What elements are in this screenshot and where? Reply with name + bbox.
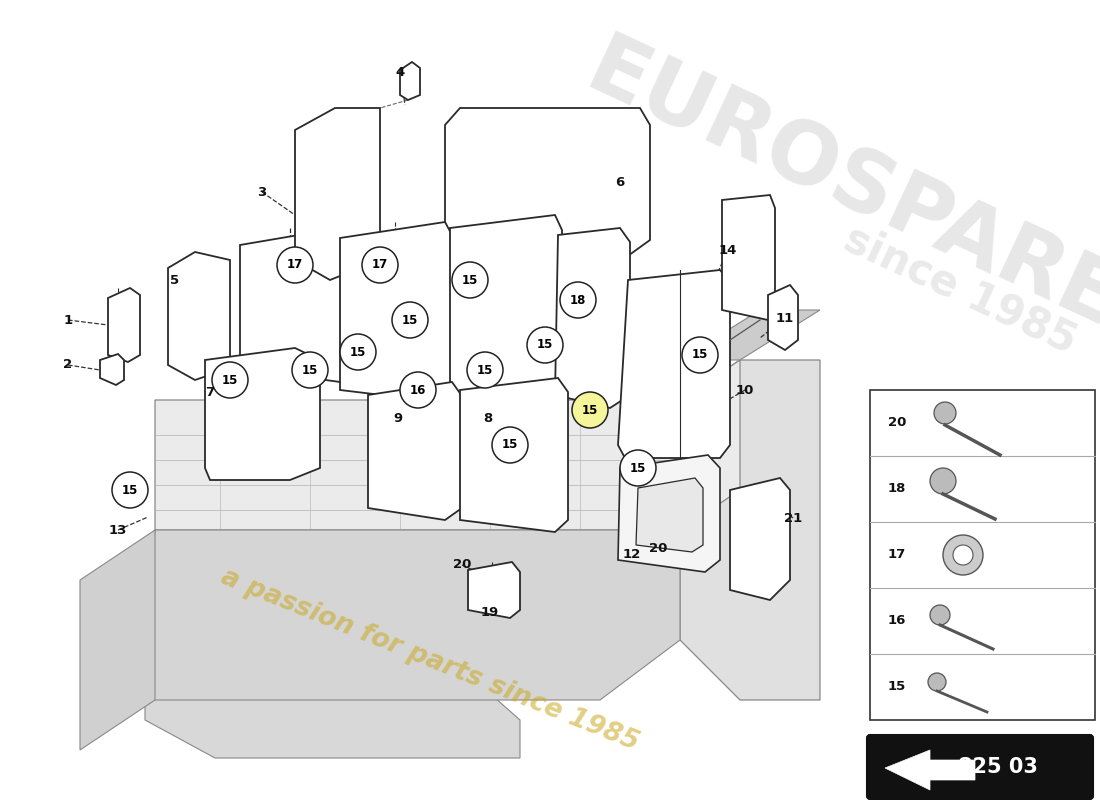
Polygon shape xyxy=(100,354,124,385)
Polygon shape xyxy=(450,215,562,435)
Text: 20: 20 xyxy=(888,417,906,430)
Circle shape xyxy=(277,247,313,283)
Text: 15: 15 xyxy=(692,349,708,362)
Circle shape xyxy=(934,402,956,424)
Text: 5: 5 xyxy=(170,274,179,286)
Circle shape xyxy=(930,605,950,625)
Circle shape xyxy=(560,282,596,318)
Text: 3: 3 xyxy=(257,186,266,198)
Text: 8: 8 xyxy=(483,411,493,425)
Text: 19: 19 xyxy=(481,606,499,618)
Polygon shape xyxy=(205,348,320,480)
Circle shape xyxy=(527,327,563,363)
Polygon shape xyxy=(722,195,776,320)
Text: 15: 15 xyxy=(122,483,139,497)
Circle shape xyxy=(953,545,974,565)
Text: 4: 4 xyxy=(395,66,405,78)
Text: 18: 18 xyxy=(570,294,586,306)
Circle shape xyxy=(392,302,428,338)
Polygon shape xyxy=(618,455,720,572)
Text: 7: 7 xyxy=(206,386,214,399)
Polygon shape xyxy=(145,530,680,700)
Polygon shape xyxy=(155,360,740,530)
Text: 17: 17 xyxy=(287,258,304,271)
Polygon shape xyxy=(460,378,568,532)
Text: 15: 15 xyxy=(582,403,598,417)
Polygon shape xyxy=(618,270,730,458)
Circle shape xyxy=(112,472,148,508)
Polygon shape xyxy=(768,285,798,350)
Bar xyxy=(870,390,1094,720)
Polygon shape xyxy=(108,288,140,362)
Text: 16: 16 xyxy=(888,614,906,627)
Circle shape xyxy=(292,352,328,388)
Circle shape xyxy=(928,673,946,691)
Circle shape xyxy=(468,352,503,388)
Polygon shape xyxy=(340,222,452,402)
Text: 21: 21 xyxy=(784,511,802,525)
Circle shape xyxy=(452,262,488,298)
Circle shape xyxy=(620,450,656,486)
Circle shape xyxy=(400,372,436,408)
Circle shape xyxy=(943,535,983,575)
Text: 825 03: 825 03 xyxy=(958,757,1038,777)
Text: 9: 9 xyxy=(394,411,403,425)
Text: 17: 17 xyxy=(888,549,906,562)
Text: EUROSPARES: EUROSPARES xyxy=(573,27,1100,373)
Circle shape xyxy=(930,468,956,494)
Text: 17: 17 xyxy=(372,258,388,271)
Polygon shape xyxy=(636,478,703,552)
Text: 16: 16 xyxy=(410,383,426,397)
Text: 15: 15 xyxy=(402,314,418,326)
Polygon shape xyxy=(295,108,380,280)
Text: 15: 15 xyxy=(502,438,518,451)
Polygon shape xyxy=(886,750,975,790)
Text: 15: 15 xyxy=(350,346,366,358)
Circle shape xyxy=(682,337,718,373)
Polygon shape xyxy=(80,530,155,750)
Text: 6: 6 xyxy=(615,175,625,189)
Polygon shape xyxy=(168,252,230,380)
Text: 15: 15 xyxy=(537,338,553,351)
Text: 12: 12 xyxy=(623,549,641,562)
Text: since 1985: since 1985 xyxy=(837,218,1084,362)
Text: 11: 11 xyxy=(776,311,794,325)
Text: a passion for parts since 1985: a passion for parts since 1985 xyxy=(217,564,642,756)
Text: 10: 10 xyxy=(736,383,755,397)
Text: 20: 20 xyxy=(453,558,471,571)
FancyBboxPatch shape xyxy=(867,735,1093,799)
Text: 14: 14 xyxy=(718,243,737,257)
Polygon shape xyxy=(368,382,462,520)
Text: 18: 18 xyxy=(888,482,906,495)
Polygon shape xyxy=(680,310,820,360)
Polygon shape xyxy=(680,360,820,700)
Polygon shape xyxy=(730,478,790,600)
Polygon shape xyxy=(468,562,520,618)
Text: 20: 20 xyxy=(649,542,668,554)
Polygon shape xyxy=(240,228,395,382)
Text: 2: 2 xyxy=(64,358,73,371)
Polygon shape xyxy=(145,658,520,758)
Text: 15: 15 xyxy=(476,363,493,377)
Text: 15: 15 xyxy=(222,374,239,386)
Polygon shape xyxy=(556,228,630,408)
Circle shape xyxy=(572,392,608,428)
Circle shape xyxy=(362,247,398,283)
Text: 1: 1 xyxy=(64,314,73,326)
Circle shape xyxy=(212,362,248,398)
Text: 15: 15 xyxy=(301,363,318,377)
Text: 15: 15 xyxy=(630,462,646,474)
Text: 15: 15 xyxy=(462,274,478,286)
Text: 13: 13 xyxy=(109,523,128,537)
Text: 15: 15 xyxy=(888,681,906,694)
Circle shape xyxy=(340,334,376,370)
Polygon shape xyxy=(446,108,650,258)
Circle shape xyxy=(492,427,528,463)
Polygon shape xyxy=(400,62,420,100)
